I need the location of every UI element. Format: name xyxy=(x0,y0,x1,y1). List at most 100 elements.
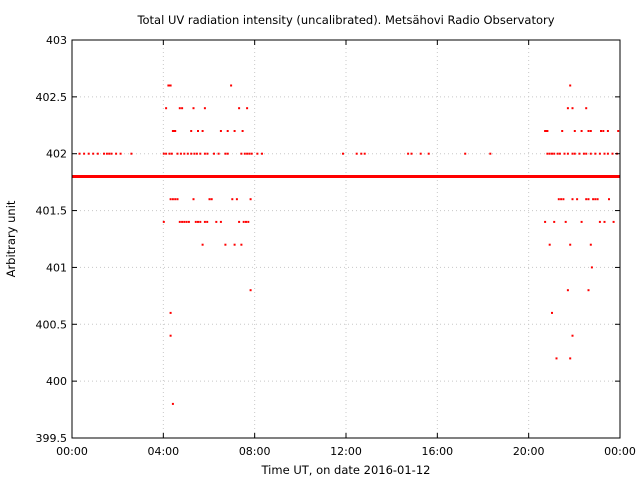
data-point xyxy=(193,152,196,155)
data-point xyxy=(560,198,563,201)
data-point xyxy=(582,152,585,155)
data-point xyxy=(169,198,172,201)
data-point xyxy=(553,152,556,155)
data-point xyxy=(489,152,492,155)
data-point xyxy=(219,130,222,132)
data-point xyxy=(178,107,181,110)
data-point xyxy=(569,243,572,246)
data-point xyxy=(176,198,179,201)
data-point xyxy=(360,152,363,155)
data-point xyxy=(569,357,572,360)
data-point xyxy=(564,220,567,223)
data-point xyxy=(571,152,574,155)
y-tick-label: 400 xyxy=(46,375,67,388)
data-point xyxy=(192,107,195,110)
data-point xyxy=(589,243,592,246)
data-point xyxy=(573,152,576,155)
data-point xyxy=(566,289,569,292)
data-point xyxy=(419,152,422,155)
data-point xyxy=(571,107,574,110)
data-point xyxy=(612,220,615,223)
data-points xyxy=(78,84,620,405)
data-point xyxy=(608,198,610,201)
data-point xyxy=(594,152,597,155)
data-point xyxy=(215,220,218,223)
data-point xyxy=(246,152,249,155)
data-point xyxy=(238,220,241,223)
data-point xyxy=(256,152,259,155)
data-point xyxy=(110,152,113,155)
data-point xyxy=(578,152,581,155)
data-point xyxy=(213,152,215,155)
plot-frame xyxy=(71,39,621,439)
data-point xyxy=(585,152,588,155)
data-point xyxy=(233,243,236,246)
data-point xyxy=(183,152,186,155)
data-point xyxy=(553,220,556,223)
data-point xyxy=(194,220,197,223)
data-point xyxy=(545,130,548,132)
data-point xyxy=(167,84,170,87)
data-point xyxy=(224,152,227,155)
data-point xyxy=(162,220,165,223)
data-point xyxy=(192,198,195,201)
data-point xyxy=(558,152,561,155)
data-point xyxy=(230,84,233,87)
data-point xyxy=(261,152,263,155)
data-point xyxy=(617,130,620,132)
data-point xyxy=(566,152,569,155)
data-point xyxy=(92,152,95,155)
y-tick-label: 401.5 xyxy=(36,205,68,218)
data-point xyxy=(103,152,105,155)
data-point xyxy=(569,84,572,87)
data-point xyxy=(249,198,252,201)
data-point xyxy=(206,220,209,223)
data-point xyxy=(546,130,549,132)
data-point xyxy=(208,198,211,201)
data-point xyxy=(169,311,172,314)
data-point xyxy=(165,152,168,155)
data-point xyxy=(176,152,179,155)
data-point xyxy=(587,198,590,201)
x-axis: 00:00 04:00 08:00 12:00 16:00 20:00 00:00 xyxy=(56,40,636,458)
data-point xyxy=(119,152,122,155)
data-point xyxy=(585,198,588,201)
y-axis: 399.5 400 400.5 401 401.5 402 402.5 403 xyxy=(36,34,620,445)
data-point xyxy=(544,130,547,132)
data-point xyxy=(571,198,574,201)
y-axis-label: Arbitrary unit xyxy=(4,200,18,277)
data-point xyxy=(551,152,553,155)
data-point xyxy=(206,152,209,155)
data-point xyxy=(561,130,564,132)
y-tick-label: 403 xyxy=(46,34,67,47)
data-point xyxy=(606,152,609,155)
data-point xyxy=(556,152,559,155)
data-point xyxy=(219,220,222,223)
data-point xyxy=(226,152,229,155)
data-point xyxy=(598,220,601,223)
data-point xyxy=(589,130,592,132)
x-tick-label: 12:00 xyxy=(330,445,362,458)
data-point xyxy=(78,152,81,155)
data-point xyxy=(179,152,182,155)
data-point xyxy=(168,84,171,87)
data-point xyxy=(546,152,549,155)
data-point xyxy=(231,198,234,201)
data-point xyxy=(171,130,174,132)
data-point xyxy=(342,152,344,155)
data-point xyxy=(241,130,244,132)
data-point xyxy=(598,152,601,155)
data-point xyxy=(238,107,241,110)
data-point xyxy=(587,130,590,132)
data-point xyxy=(183,220,186,223)
y-tick-label: 402.5 xyxy=(36,91,68,104)
data-point xyxy=(242,220,245,223)
data-point xyxy=(557,198,560,201)
y-tick-label: 400.5 xyxy=(36,318,68,331)
data-point xyxy=(235,198,238,201)
data-point xyxy=(130,152,133,155)
chart-title: Total UV radiation intensity (uncalibrat… xyxy=(136,13,554,27)
data-point xyxy=(596,198,599,201)
data-point xyxy=(115,152,118,155)
data-point xyxy=(407,152,410,155)
